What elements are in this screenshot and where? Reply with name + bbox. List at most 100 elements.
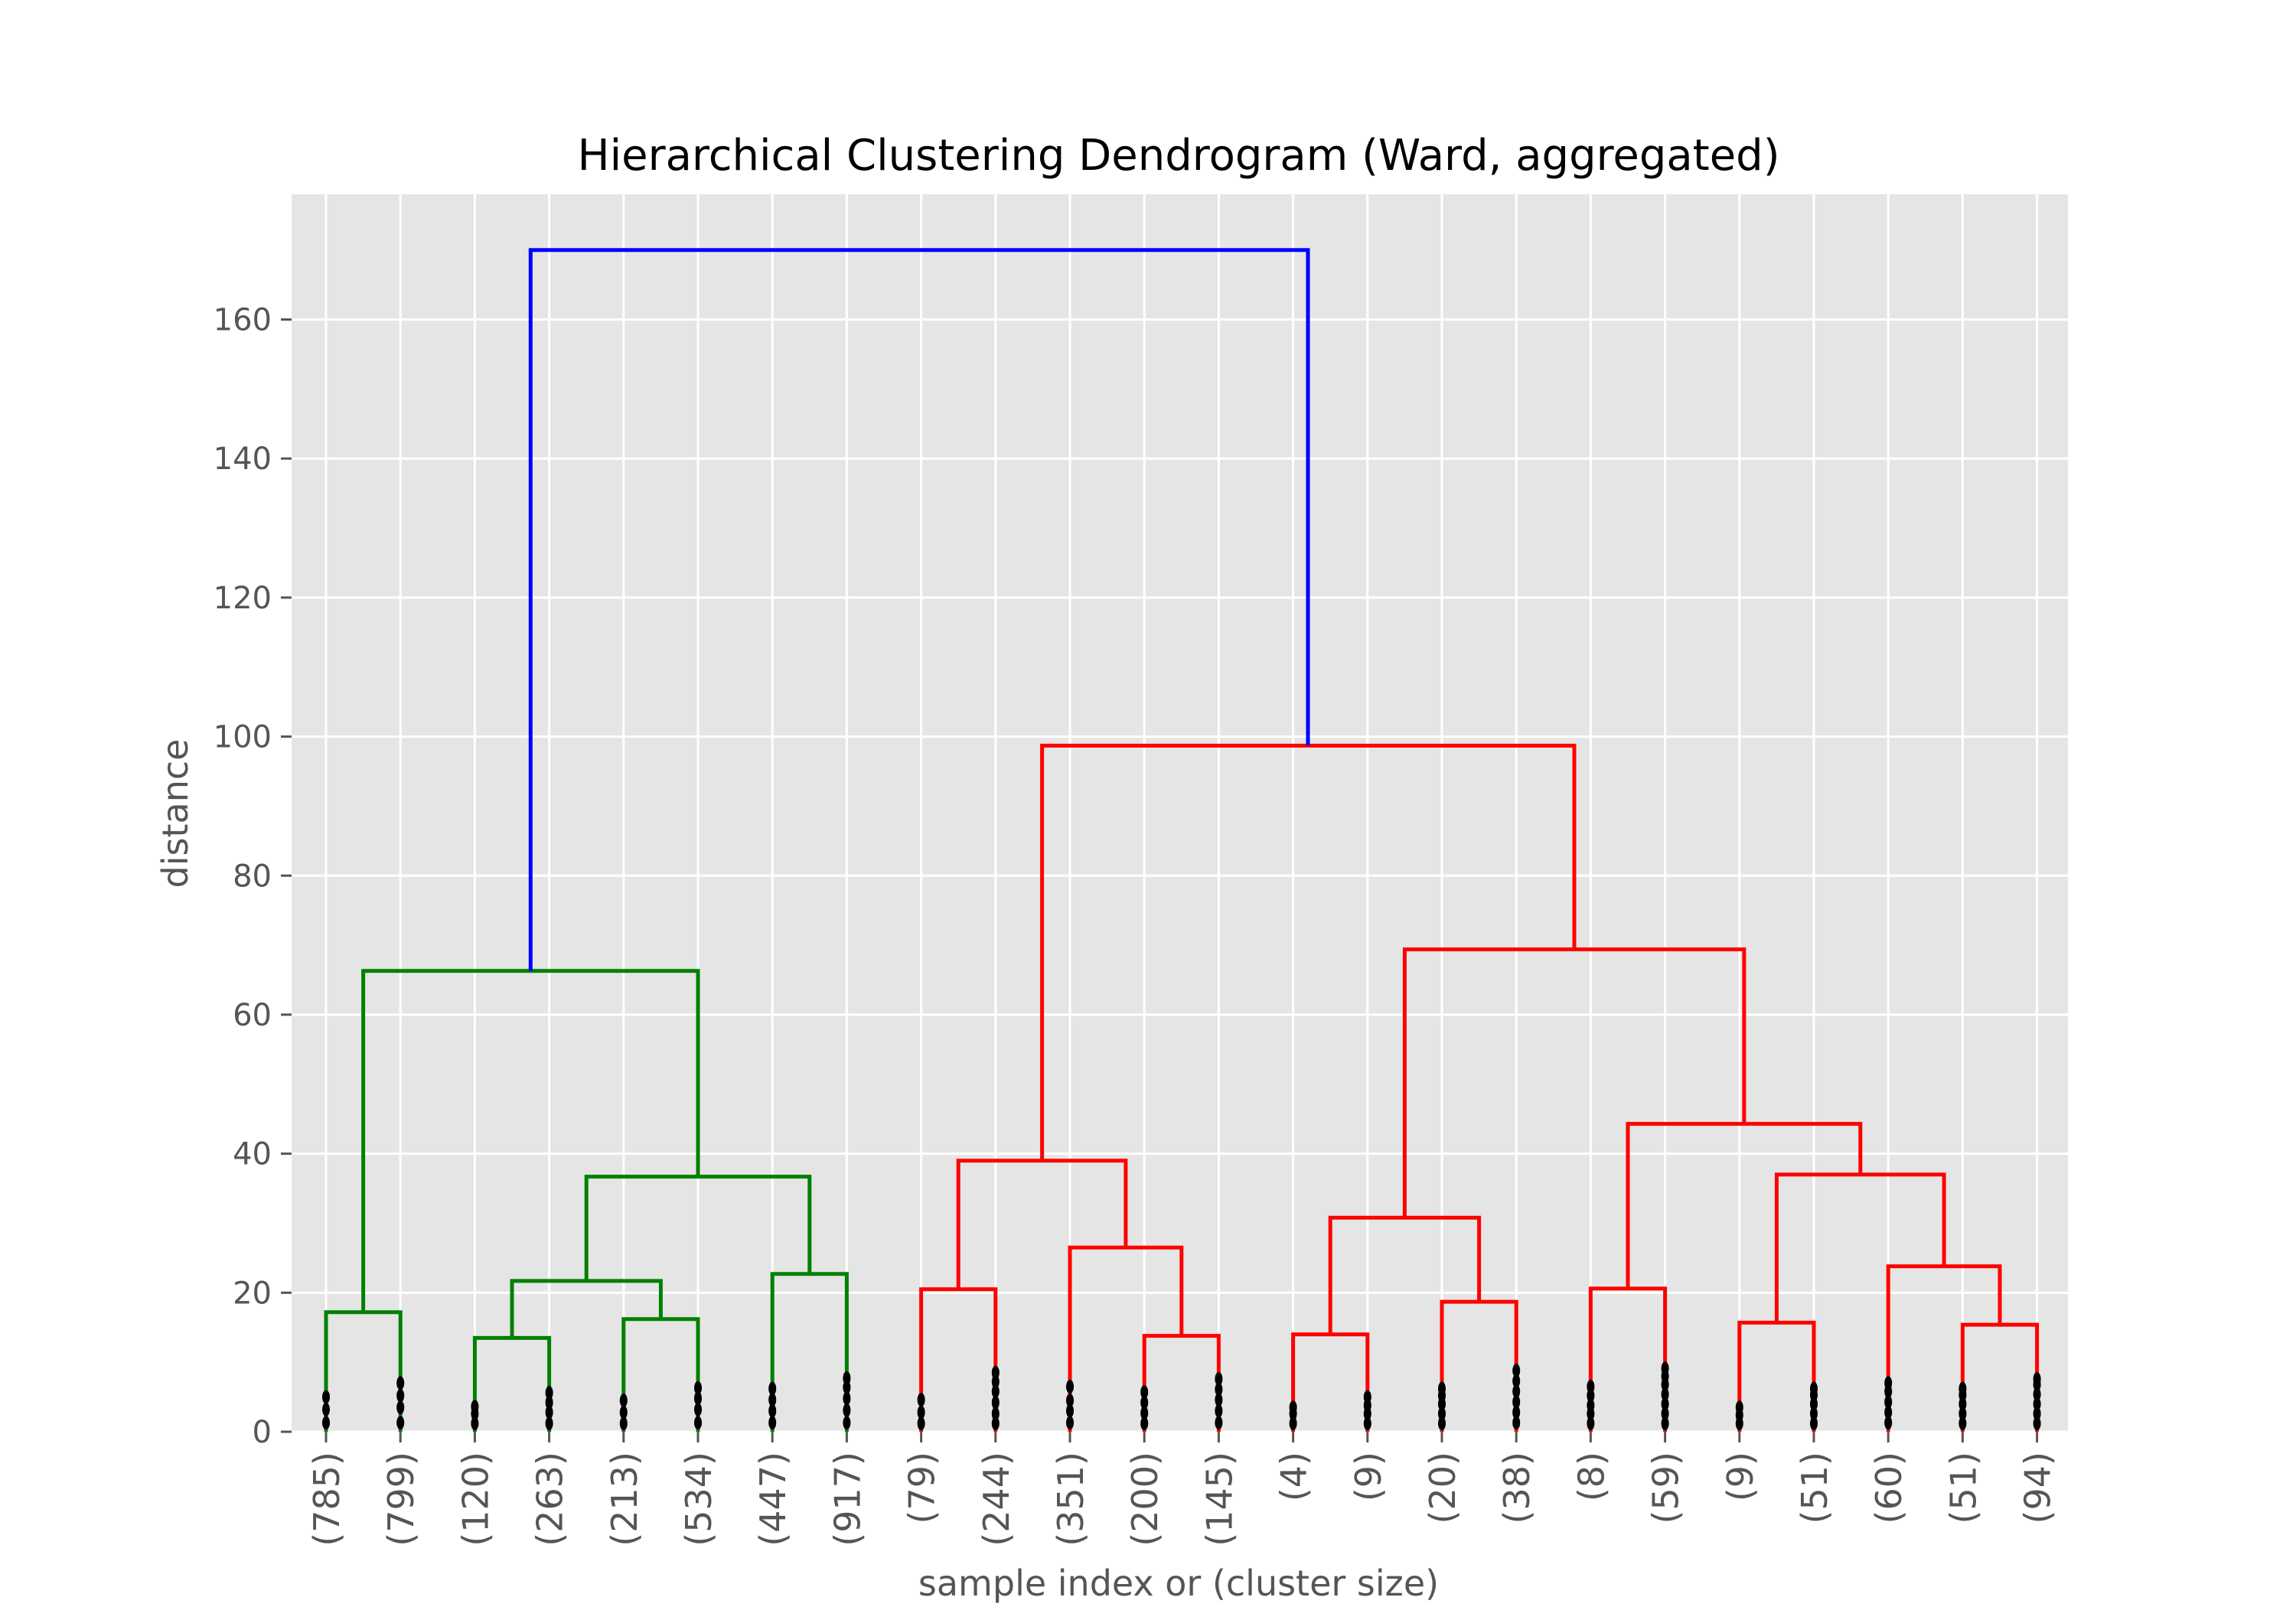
dendrogram-link [528, 248, 1310, 971]
y-tick-label: 140 [214, 442, 272, 477]
leaf-marker [991, 1407, 1000, 1421]
leaf-marker [2033, 1407, 2041, 1421]
leaf-marker [1512, 1394, 1521, 1409]
leaf-marker [1215, 1382, 1223, 1397]
leaf-marker [768, 1416, 777, 1430]
leaf-marker [1587, 1398, 1595, 1413]
leaf-marker [694, 1391, 702, 1406]
leaf-marker [768, 1381, 777, 1396]
x-tick-label: (79) [902, 1452, 943, 1524]
leaf-marker [917, 1393, 925, 1407]
x-tick-label: (351) [1050, 1452, 1091, 1547]
leaf-marker [694, 1416, 702, 1430]
y-tick-label: 120 [214, 581, 272, 616]
leaf-marker [2033, 1387, 2041, 1401]
leaf-marker [1512, 1364, 1521, 1378]
x-tick-label: (244) [976, 1452, 1017, 1547]
x-tick-label: (51) [1942, 1452, 1984, 1524]
leaf-marker [1512, 1405, 1521, 1420]
leaf-marker [1587, 1379, 1595, 1393]
leaf-marker [1810, 1381, 1818, 1396]
x-tick-label: (9) [1720, 1452, 1761, 1501]
leaf-marker [1140, 1395, 1149, 1410]
leaf-marker [991, 1395, 1000, 1410]
leaf-marker [1587, 1416, 1595, 1431]
leaf-marker [1661, 1416, 1669, 1431]
leaf-marker [1958, 1381, 1967, 1396]
leaf-marker [1661, 1387, 1669, 1401]
x-tick-label: (145) [1199, 1452, 1240, 1547]
leaf-marker [1215, 1403, 1223, 1418]
leaf-marker [1661, 1407, 1669, 1421]
leaf-marker [322, 1390, 330, 1404]
leaf-marker [2033, 1371, 2041, 1386]
leaf-marker [1066, 1379, 1074, 1393]
x-axis-label: sample index or (cluster size) [918, 1563, 1439, 1604]
x-tick-label: (263) [530, 1452, 571, 1547]
x-tick-label: (917) [827, 1452, 868, 1547]
y-tick-label: 100 [214, 720, 272, 755]
grid-lines [292, 194, 2068, 1433]
leaf-marker [1140, 1416, 1149, 1431]
leaf-marker [1512, 1416, 1521, 1430]
leaf-marker [1884, 1376, 1893, 1390]
leaf-marker [2033, 1416, 2041, 1431]
x-tick-label: (534) [678, 1452, 719, 1547]
leaf-marker [991, 1365, 1000, 1380]
chart-title: Hierarchical Clustering Dendrogram (Ward… [577, 131, 1779, 181]
leaf-marker [768, 1403, 777, 1418]
x-tick-label: (60) [1868, 1452, 1910, 1524]
y-axis-ticks: 0 20 40 60 80 100 120 140 160 [214, 303, 292, 1450]
leaf-marker [843, 1416, 851, 1430]
leaf-marker [396, 1376, 405, 1390]
leaf-marker [619, 1405, 628, 1420]
y-tick-label: 80 [233, 859, 272, 894]
leaf-marker [991, 1384, 1000, 1399]
leaf-marker [1215, 1393, 1223, 1407]
leaf-marker [694, 1402, 702, 1416]
leaf-marker [471, 1416, 479, 1431]
leaf-marker [1140, 1385, 1149, 1400]
leaf-marker [396, 1388, 405, 1403]
leaf-marker [1512, 1374, 1521, 1388]
leaf-marker [843, 1371, 851, 1386]
leaf-marker [471, 1400, 479, 1414]
leaf-marker [917, 1416, 925, 1431]
x-tick-label: (8) [1570, 1452, 1612, 1501]
leaf-marker [545, 1386, 553, 1400]
x-tick-label: (94) [2017, 1452, 2059, 1524]
x-tick-label: (799) [380, 1452, 422, 1547]
leaf-marker [1810, 1416, 1818, 1431]
leaf-marker [619, 1416, 628, 1431]
leaf-marker [694, 1380, 702, 1395]
leaf-marker [1735, 1400, 1743, 1415]
x-tick-label: (447) [752, 1452, 794, 1547]
y-tick-label: 20 [233, 1276, 272, 1311]
leaf-marker [396, 1400, 405, 1415]
x-tick-label: (38) [1496, 1452, 1538, 1524]
leaf-marker [1884, 1394, 1893, 1409]
leaf-marker [322, 1416, 330, 1430]
leaf-marker [1066, 1403, 1074, 1418]
x-tick-label: (4) [1274, 1452, 1315, 1501]
x-tick-label: (213) [604, 1452, 645, 1547]
leaf-marker [1884, 1416, 1893, 1430]
y-tick-label: 40 [233, 1137, 272, 1172]
leaf-marker [396, 1416, 405, 1430]
leaf-marker [1066, 1393, 1074, 1408]
leaf-marker [843, 1391, 851, 1406]
leaf-marker [1884, 1405, 1893, 1420]
leaf-marker [768, 1393, 777, 1407]
leaf-marker [1215, 1371, 1223, 1386]
leaf-marker [545, 1416, 553, 1431]
leaf-marker [1438, 1416, 1446, 1431]
leaf-marker [917, 1405, 925, 1420]
leaf-marker [1289, 1416, 1297, 1431]
leaf-marker [545, 1405, 553, 1420]
leaf-markers [322, 1361, 2041, 1431]
x-tick-label: (51) [1794, 1452, 1835, 1524]
x-axis-ticks: (785) (799) (120) (263) (213) (534) (447) (917)… [306, 1432, 2059, 1547]
leaf-marker [1363, 1390, 1371, 1404]
leaf-marker [1438, 1407, 1446, 1421]
